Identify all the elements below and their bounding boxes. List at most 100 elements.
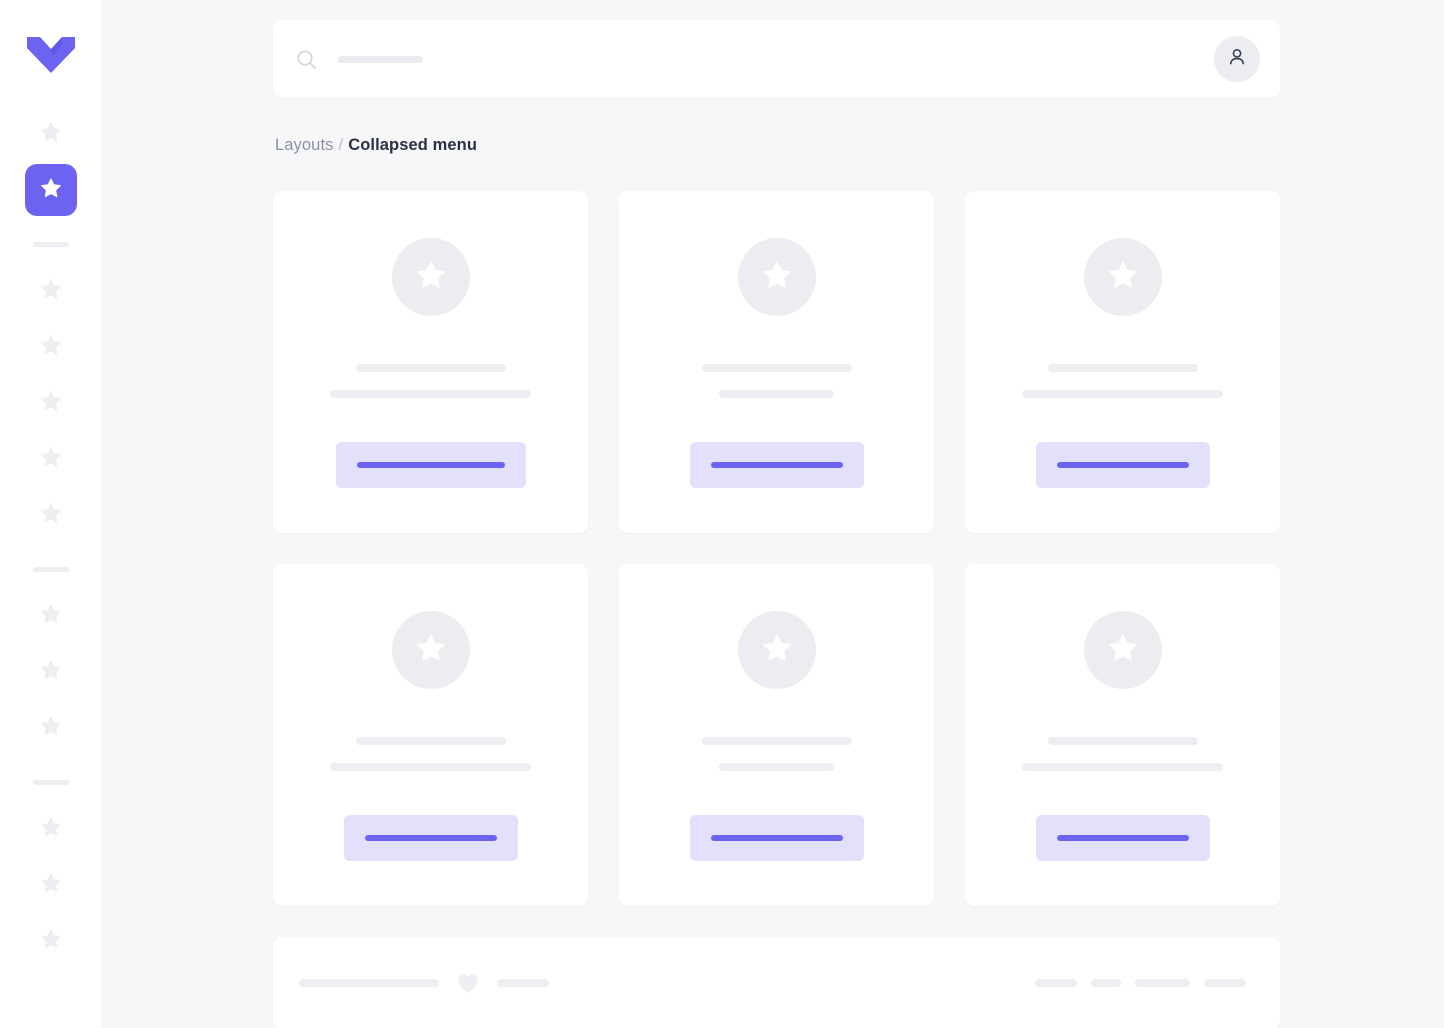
card-text-skeleton	[273, 737, 588, 771]
sidebar	[0, 0, 101, 1028]
sidebar-item-12[interactable]	[25, 859, 77, 911]
footer-left-group	[299, 971, 549, 996]
card-grid	[273, 191, 1280, 906]
footer-skeleton-bar[interactable]	[1135, 979, 1190, 987]
footer-skeleton-bar[interactable]	[1035, 979, 1077, 987]
star-icon	[38, 870, 64, 901]
skeleton-line-secondary	[330, 763, 531, 771]
star-icon	[38, 332, 64, 363]
search-icon[interactable]	[295, 48, 318, 71]
sidebar-group-1	[0, 108, 101, 220]
sidebar-item-3[interactable]	[25, 265, 77, 317]
breadcrumb-separator: /	[338, 136, 344, 154]
card-avatar	[391, 238, 470, 316]
card-text-skeleton	[273, 364, 588, 398]
sidebar-item-13[interactable]	[25, 915, 77, 967]
skeleton-line-secondary	[330, 390, 531, 398]
card-action-button[interactable]	[689, 815, 864, 861]
skeleton-line-secondary	[719, 763, 834, 771]
content-card[interactable]	[619, 564, 934, 906]
sidebar-item-2-active[interactable]	[24, 164, 77, 216]
app-logo[interactable]	[24, 32, 78, 78]
sidebar-item-8[interactable]	[25, 590, 77, 642]
sidebar-group-3	[0, 590, 101, 758]
sidebar-divider-3	[32, 780, 69, 785]
button-label-skeleton	[1056, 835, 1189, 841]
skeleton-line-primary	[701, 364, 852, 372]
sidebar-item-4[interactable]	[25, 321, 77, 373]
content-card[interactable]	[619, 191, 934, 533]
sidebar-group-2	[0, 265, 101, 545]
card-avatar	[1083, 611, 1162, 689]
heart-icon[interactable]	[455, 971, 481, 996]
star-icon	[38, 601, 64, 632]
skeleton-line-primary	[355, 737, 506, 745]
chevron-logo-icon	[25, 32, 77, 78]
avatar[interactable]	[1214, 36, 1260, 82]
sidebar-item-10[interactable]	[25, 702, 77, 754]
card-text-skeleton	[965, 737, 1280, 771]
card-avatar	[391, 611, 470, 689]
footer-skeleton-bar	[299, 979, 439, 987]
breadcrumb-current: Collapsed menu	[348, 136, 478, 154]
skeleton-line-secondary	[719, 390, 834, 398]
star-icon	[38, 814, 64, 845]
footer-skeleton-bar[interactable]	[1204, 979, 1246, 987]
card-avatar	[737, 238, 816, 316]
card-text-skeleton	[965, 364, 1280, 398]
card-action-button[interactable]	[689, 442, 864, 488]
sidebar-item-6[interactable]	[25, 433, 77, 485]
skeleton-line-secondary	[1022, 763, 1223, 771]
card-action-button[interactable]	[335, 442, 526, 488]
star-icon	[38, 444, 64, 475]
star-icon	[38, 276, 64, 307]
top-search-bar	[273, 20, 1280, 98]
button-label-skeleton	[1056, 462, 1189, 468]
skeleton-line-primary	[1047, 364, 1198, 372]
star-icon	[38, 926, 64, 957]
search-input[interactable]	[338, 55, 423, 63]
card-avatar	[1083, 238, 1162, 316]
skeleton-line-secondary	[1022, 390, 1223, 398]
skeleton-line-primary	[355, 364, 506, 372]
star-icon	[413, 630, 449, 671]
card-text-skeleton	[619, 364, 934, 398]
content-card[interactable]	[273, 564, 588, 906]
sidebar-item-9[interactable]	[25, 646, 77, 698]
card-action-button[interactable]	[1035, 815, 1210, 861]
skeleton-line-primary	[1047, 737, 1198, 745]
footer-skeleton-bar	[497, 979, 549, 987]
breadcrumb-parent[interactable]: Layouts	[275, 136, 334, 154]
breadcrumb: Layouts / Collapsed menu	[275, 136, 1280, 155]
sidebar-item-11[interactable]	[25, 803, 77, 855]
star-icon	[1105, 630, 1141, 671]
skeleton-line-primary	[701, 737, 852, 745]
button-label-skeleton	[356, 462, 505, 468]
card-avatar	[737, 611, 816, 689]
sidebar-item-5[interactable]	[25, 377, 77, 429]
star-icon	[38, 713, 64, 744]
button-label-skeleton	[710, 462, 843, 468]
sidebar-item-1[interactable]	[25, 108, 77, 160]
star-icon	[413, 257, 449, 298]
star-icon	[38, 175, 64, 206]
star-icon	[38, 500, 64, 531]
card-action-button[interactable]	[343, 815, 518, 861]
card-text-skeleton	[619, 737, 934, 771]
sidebar-divider-1	[32, 242, 69, 247]
card-action-button[interactable]	[1035, 442, 1210, 488]
footer-bar	[273, 937, 1280, 1028]
content-card[interactable]	[965, 564, 1280, 906]
sidebar-item-7[interactable]	[25, 489, 77, 541]
star-icon	[38, 657, 64, 688]
content-card[interactable]	[273, 191, 588, 533]
star-icon	[1105, 257, 1141, 298]
button-label-skeleton	[710, 835, 843, 841]
star-icon	[38, 119, 64, 150]
button-label-skeleton	[364, 835, 497, 841]
footer-skeleton-bar[interactable]	[1091, 979, 1121, 987]
content-card[interactable]	[965, 191, 1280, 533]
main-content: Layouts / Collapsed menu	[101, 0, 1444, 1028]
star-icon	[759, 257, 795, 298]
sidebar-divider-2	[32, 567, 69, 572]
